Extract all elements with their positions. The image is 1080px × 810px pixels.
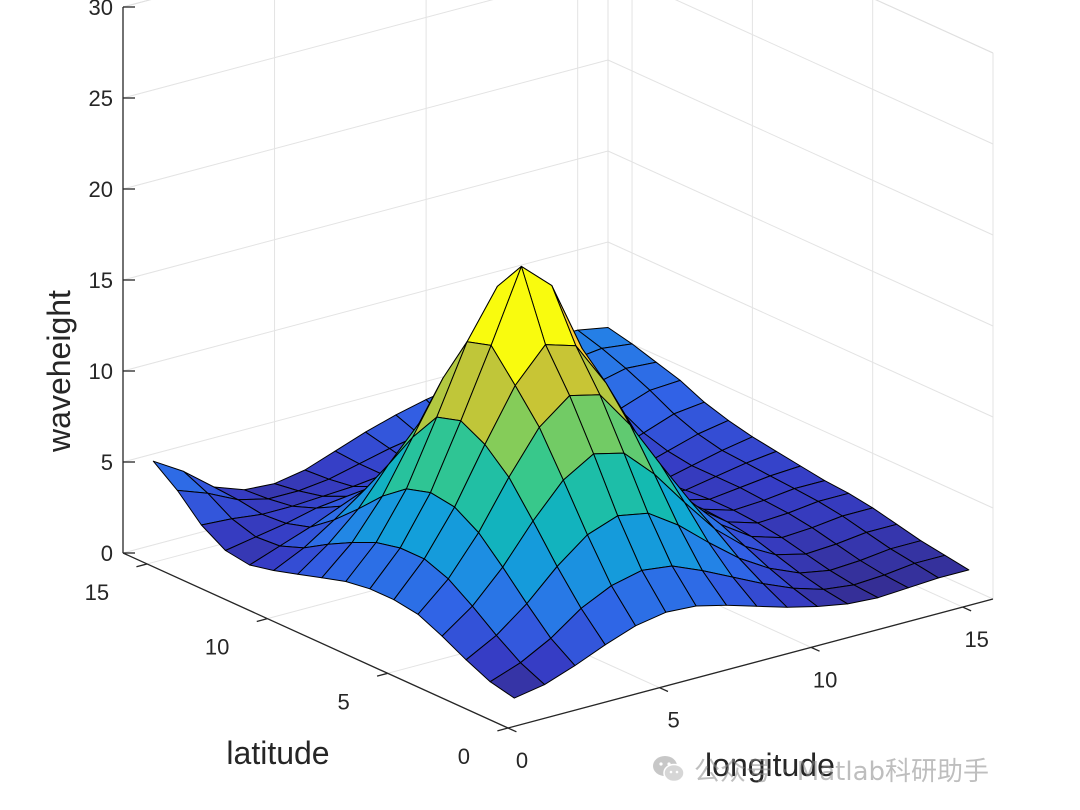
z-axis-label: waveheight [41,290,77,453]
z-tick-label: 0 [101,541,113,566]
x-tick-label: 15 [964,627,988,652]
y-tick [376,672,388,677]
wall-gridline-z2 [674,0,994,145]
z-tick-label: 30 [89,0,113,20]
watermark: 公众号 · Matlab科研助手 [652,752,990,787]
wall-gridline-z2 [607,241,994,418]
wall-gridline-z [122,150,609,281]
x-tick-label: 10 [813,667,837,692]
y-tick-label: 10 [205,635,229,660]
x-tick [810,646,820,652]
wall-gridline-z2 [607,150,994,327]
x-axis-label: longitude [705,747,835,783]
x-tick [962,606,972,612]
tick-layer: 0 5 10 15 0 5 10 15 0 5 10 15 20 25 30 [85,0,989,773]
surface-face [489,662,546,699]
y-tick-label: 5 [337,689,349,714]
wall-gridline-z [122,0,152,8]
y-tick-label: 15 [85,580,109,605]
x-tick-label: 0 [516,748,528,773]
wall-gridline-z2 [607,332,994,509]
box-edge-top-back [122,0,152,8]
x-tick-label: 5 [667,708,679,733]
y-tick-label: 0 [458,744,470,769]
y-axis-label: latitude [226,735,329,771]
y-tick [136,563,148,568]
z-tick-label: 5 [101,450,113,475]
x-tick [659,687,669,693]
z-tick-label: 15 [89,268,113,293]
z-tick-label: 25 [89,86,113,111]
surface [152,265,970,699]
z-tick-label: 10 [89,359,113,384]
wechat-icon [653,756,685,783]
x-tick [507,727,517,733]
y-tick [256,617,268,623]
surface-face [152,460,209,494]
y-tick [497,727,509,732]
wall-gridline-z2 [607,59,994,236]
x-axis-line [507,598,994,729]
y-axis-line [122,552,509,729]
wall-gridline-z [122,59,609,190]
box-edge-top-right [875,0,994,54]
watermark-text: 公众号 · Matlab科研助手 [694,756,990,787]
wall-gridline-z [122,241,609,372]
z-tick-label: 20 [89,177,113,202]
axes-box [122,6,994,733]
wall-gridline-z [122,0,494,99]
